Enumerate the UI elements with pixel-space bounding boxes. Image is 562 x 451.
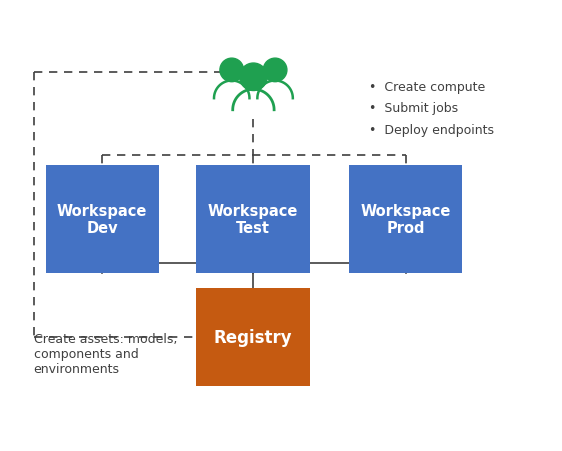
Text: •  Submit jobs: • Submit jobs [369,102,458,115]
Text: Workspace
Dev: Workspace Dev [57,203,147,236]
Text: Registry: Registry [214,328,292,346]
FancyBboxPatch shape [349,166,463,273]
Text: Create assets: models,
components and
environments: Create assets: models, components and en… [34,332,177,375]
Circle shape [263,59,287,83]
Circle shape [220,59,243,83]
FancyBboxPatch shape [46,166,159,273]
FancyBboxPatch shape [196,166,310,273]
Text: •  Deploy endpoints: • Deploy endpoints [369,124,493,137]
Circle shape [239,64,267,91]
Text: •  Create compute: • Create compute [369,81,485,93]
FancyBboxPatch shape [196,288,310,386]
Text: Workspace
Test: Workspace Test [208,203,298,236]
Text: Workspace
Prod: Workspace Prod [360,203,451,236]
